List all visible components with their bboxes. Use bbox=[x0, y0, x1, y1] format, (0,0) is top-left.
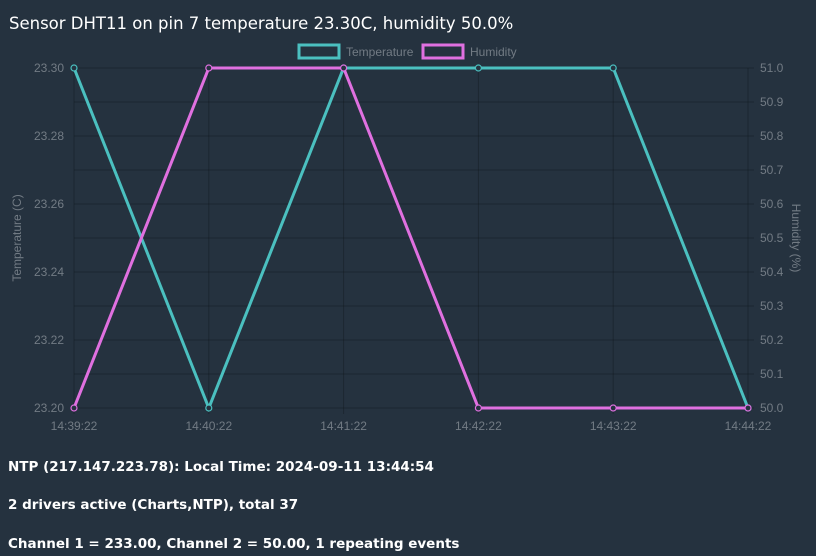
y-left-axis-title: Temperature (C) bbox=[10, 194, 24, 281]
legend-swatch-humidity[interactable] bbox=[421, 43, 465, 60]
right-tick-label: 50.0 bbox=[760, 401, 784, 415]
x-tick-label: 14:41:22 bbox=[320, 419, 367, 433]
page-title: Sensor DHT11 on pin 7 temperature 23.30C… bbox=[9, 14, 514, 33]
x-tick-label: 14:39:22 bbox=[51, 419, 98, 433]
data-point-temperature bbox=[70, 64, 78, 72]
channels-status: Channel 1 = 233.00, Channel 2 = 50.00, 1… bbox=[8, 536, 460, 552]
right-tick-label: 50.1 bbox=[760, 367, 784, 381]
left-tick-label: 23.22 bbox=[34, 333, 64, 347]
right-tick-label: 50.7 bbox=[760, 163, 784, 177]
series-line-temperature bbox=[72, 66, 750, 413]
right-tick-label: 50.9 bbox=[760, 95, 784, 109]
right-tick-label: 50.6 bbox=[760, 197, 784, 211]
y-right-axis-title: Humidity (%) bbox=[789, 204, 803, 273]
right-tick-label: 50.4 bbox=[760, 265, 784, 279]
data-point-humidity bbox=[609, 404, 617, 412]
legend-swatch-temperature[interactable] bbox=[297, 43, 341, 60]
left-tick-label: 23.30 bbox=[34, 61, 64, 75]
x-tick-label: 14:44:22 bbox=[725, 419, 772, 433]
right-tick-label: 50.3 bbox=[760, 299, 784, 313]
grid bbox=[73, 67, 754, 414]
legend-label-temperature[interactable]: Temperature bbox=[346, 45, 414, 59]
sensor-chart: Temperature Humidity 23.30 23.28 23.26 23.24… bbox=[10, 43, 803, 433]
legend[interactable]: Temperature Humidity bbox=[297, 43, 517, 60]
left-tick-label: 23.24 bbox=[34, 265, 64, 279]
data-point-humidity bbox=[744, 404, 752, 412]
left-tick-label: 23.26 bbox=[34, 197, 64, 211]
right-tick-label: 50.8 bbox=[760, 129, 784, 143]
right-tick-label: 51.0 bbox=[760, 61, 784, 75]
ntp-status: NTP (217.147.223.78): Local Time: 2024-0… bbox=[8, 459, 434, 475]
right-tick-label: 50.5 bbox=[760, 231, 784, 245]
legend-label-humidity[interactable]: Humidity bbox=[470, 45, 517, 59]
data-point-humidity bbox=[205, 64, 213, 72]
data-point-humidity bbox=[474, 404, 482, 412]
data-point-temperature bbox=[474, 64, 482, 72]
data-point-humidity bbox=[340, 64, 348, 72]
data-point-humidity bbox=[70, 404, 78, 412]
series bbox=[70, 64, 752, 413]
x-tick-label: 14:42:22 bbox=[455, 419, 502, 433]
series-line-humidity bbox=[72, 66, 748, 410]
axes: 23.30 23.28 23.26 23.24 23.22 23.20 51.0 50.9 50… bbox=[10, 61, 803, 433]
left-tick-label: 23.20 bbox=[34, 401, 64, 415]
data-point-temperature bbox=[609, 64, 617, 72]
x-tick-label: 14:43:22 bbox=[590, 419, 637, 433]
right-tick-label: 50.2 bbox=[760, 333, 784, 347]
x-tick-label: 14:40:22 bbox=[185, 419, 232, 433]
data-point-temperature bbox=[205, 404, 213, 412]
left-tick-label: 23.28 bbox=[34, 129, 64, 143]
drivers-status: 2 drivers active (Charts,NTP), total 37 bbox=[8, 497, 299, 513]
